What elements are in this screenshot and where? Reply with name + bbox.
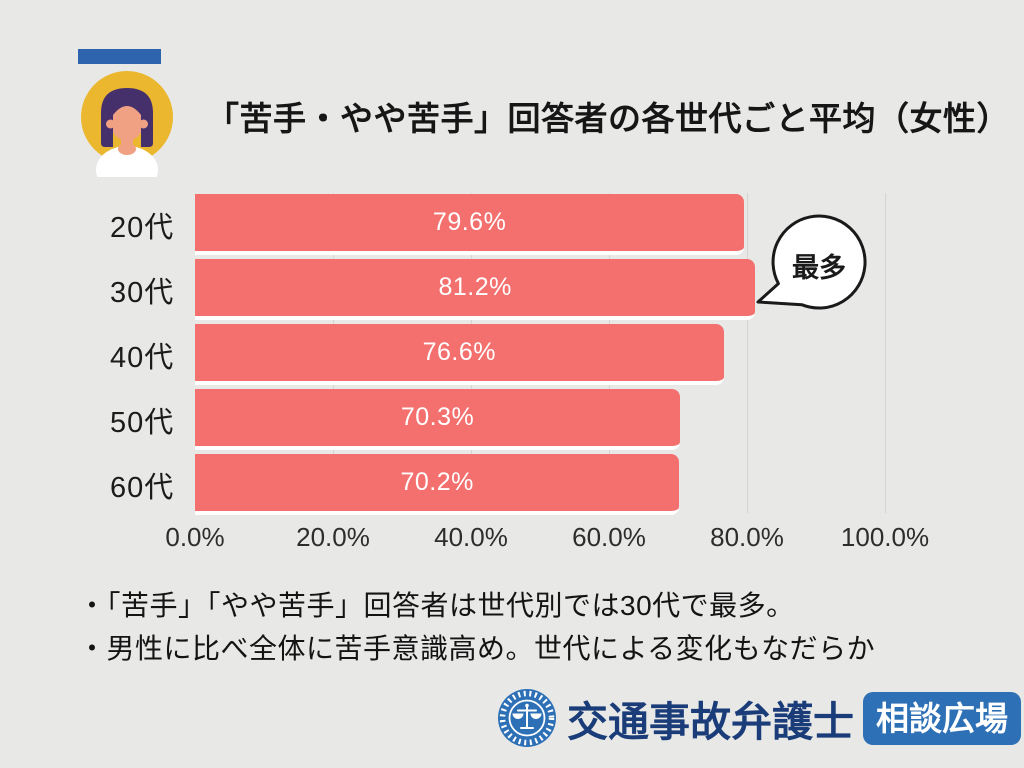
logo-badge: 相談広場: [863, 691, 1021, 745]
bar-value-label: 76.6%: [422, 338, 496, 366]
x-axis-tick-label: 100.0%: [840, 522, 930, 552]
bar-value-label: 79.6%: [432, 208, 507, 236]
x-axis-tick-label: 80.0%: [710, 522, 784, 552]
gridline: [885, 193, 886, 513]
x-axis-tick-label: 0.0%: [165, 522, 225, 552]
bar-value-label: 70.3%: [400, 403, 475, 431]
x-axis-tick-label: 40.0%: [434, 522, 508, 552]
bar: 70.2%: [195, 454, 680, 515]
logo-text: 交通事故弁護士: [567, 699, 854, 745]
bar: 81.2%: [195, 259, 756, 320]
note-line: ・男性に比べ全体に苦手意識高め。世代による変化もなだらか: [78, 633, 876, 664]
bar-value-label: 81.2%: [438, 273, 512, 301]
x-axis-tick-label: 20.0%: [296, 522, 370, 552]
category-label: 30代: [110, 276, 175, 309]
avatar: [78, 67, 179, 194]
chart-title: 「苦手・やや苦手」回答者の各世代ごと平均（女性）: [206, 100, 1010, 137]
category-label: 40代: [110, 341, 175, 374]
category-label: 20代: [110, 211, 175, 244]
category-label: 60代: [110, 471, 175, 504]
note-line: ・「苦手」「やや苦手」回答者は世代別では30代で最多。: [78, 590, 795, 621]
bar: 79.6%: [195, 194, 745, 255]
category-label: 50代: [110, 406, 175, 439]
x-axis-tick-label: 60.0%: [572, 522, 646, 552]
scales-of-justice-icon: [498, 689, 556, 747]
notes: ・「苦手」「やや苦手」回答者は世代別では30代で最多。 ・男性に比べ全体に苦手意…: [78, 584, 875, 670]
accent-bar: [78, 49, 161, 64]
bar: 70.3%: [195, 389, 681, 450]
speech-bubble-label: 最多: [792, 253, 846, 283]
speech-bubble: [756, 214, 867, 310]
bar-value-label: 70.2%: [400, 468, 474, 496]
footer-logo: 交通事故弁護士 相談広場: [496, 686, 1021, 750]
woman-avatar-icon: [81, 71, 173, 194]
gridline: [747, 193, 748, 513]
bar: 76.6%: [195, 324, 724, 385]
